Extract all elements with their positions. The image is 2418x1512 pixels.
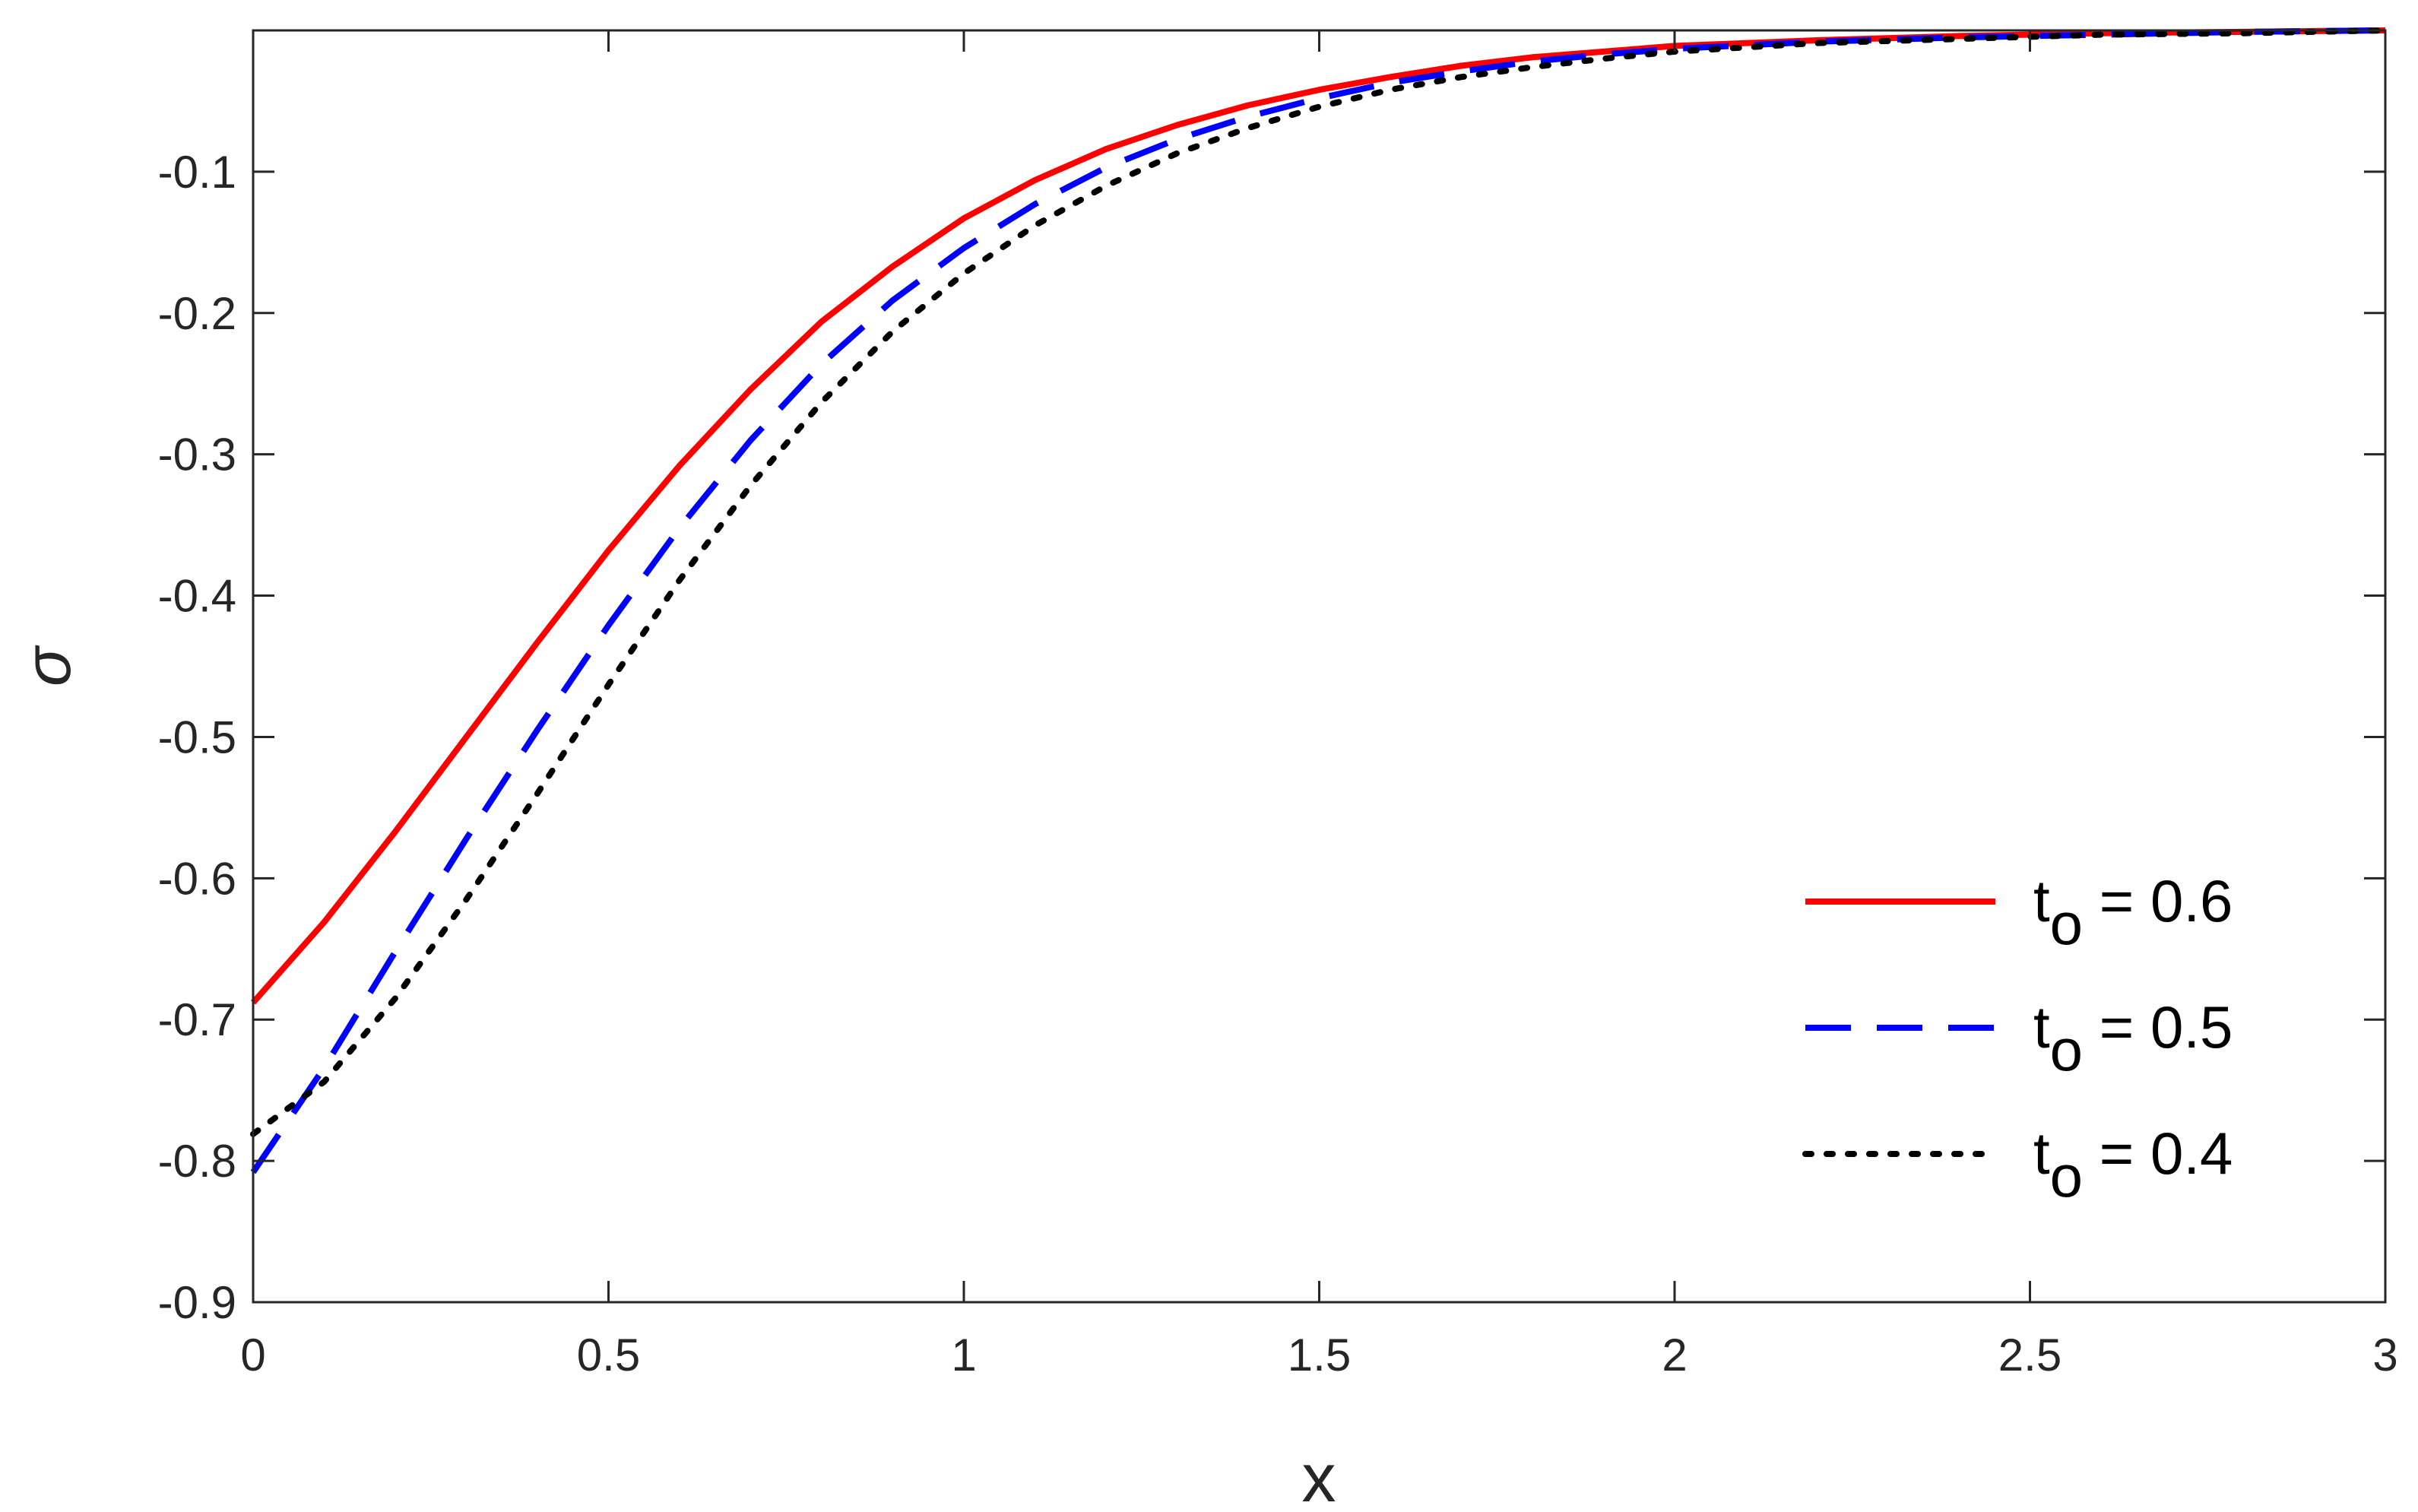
plot-frame xyxy=(252,29,2387,1304)
y-tick-label: -0.3 xyxy=(158,430,236,480)
y-tick-label: -0.5 xyxy=(158,712,236,762)
y-tick-label: -0.1 xyxy=(158,147,236,198)
x-tick-label: 3 xyxy=(2372,1330,2397,1380)
series-line-3 xyxy=(250,27,2388,1137)
y-tick-label: -0.7 xyxy=(158,994,236,1045)
x-tick-label: 1 xyxy=(951,1330,976,1380)
x-tick-label: 2.5 xyxy=(1998,1330,2061,1380)
y-tick-label: -0.4 xyxy=(158,571,236,622)
y-tick-label: -0.9 xyxy=(158,1277,236,1328)
y-axis-title: σ xyxy=(11,645,84,686)
ticks-layer: 0 0.5 1 1.5 2 2.5 3 -0.1 -0.2 -0.3 -0.4 -0.5 -0.6 -0.… xyxy=(158,30,2398,1380)
x-tick-label: 0 xyxy=(240,1330,265,1380)
x-axis-title: x xyxy=(1302,1441,1336,1512)
y-tick-label: -0.8 xyxy=(158,1136,236,1187)
x-tick-label: 2 xyxy=(1662,1330,1687,1380)
legend-label-series-3: to = 0.4 xyxy=(2033,1120,2233,1209)
series-line-2 xyxy=(250,27,2386,1174)
y-tick-label: -0.6 xyxy=(158,853,236,904)
x-tick-label: 1.5 xyxy=(1288,1330,1351,1380)
series-layer xyxy=(250,27,2388,1174)
legend-label-series-2: to = 0.5 xyxy=(2033,994,2233,1083)
x-tick-label: 0.5 xyxy=(577,1330,640,1380)
legend: to = 0.6 to = 0.5 to = 0.4 xyxy=(1802,867,2233,1209)
legend-label-series-1: to = 0.6 xyxy=(2033,867,2233,957)
y-tick-label: -0.2 xyxy=(158,288,236,339)
